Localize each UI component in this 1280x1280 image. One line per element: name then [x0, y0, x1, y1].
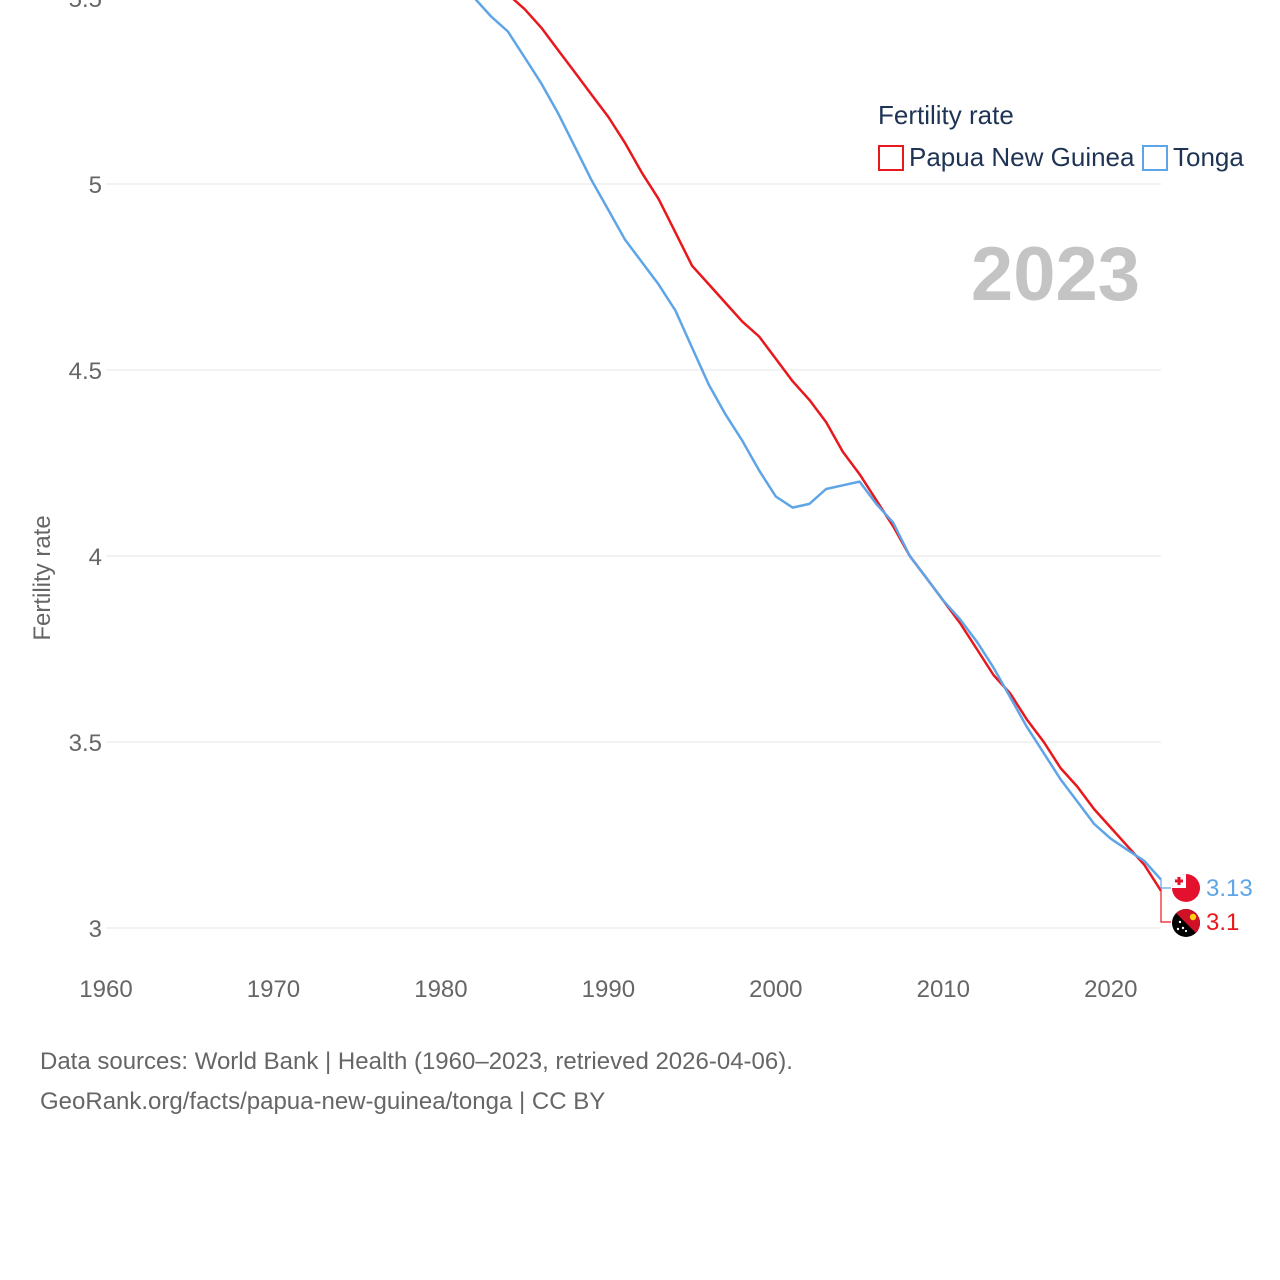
series-line-papua-new-guinea[interactable]: [106, 0, 1163, 892]
legend-item-papua-new-guinea[interactable]: Papua New Guinea: [878, 142, 1135, 172]
y-axis-ticks: 33.544.555.566.5: [69, 0, 102, 943]
y-tick-label: 3: [89, 916, 102, 943]
y-tick-label: 4.5: [69, 358, 102, 385]
y-axis-title: Fertility rate: [29, 515, 56, 640]
legend-item-tonga[interactable]: Tonga: [1142, 142, 1244, 172]
x-tick-label: 1970: [247, 976, 300, 1003]
legend-swatch-tonga: [1142, 145, 1168, 171]
gridlines: [106, 183, 1161, 929]
x-tick-label: 2010: [917, 976, 970, 1003]
legend-swatch-papua-new-guinea: [878, 145, 904, 171]
x-tick-label: 2000: [749, 976, 802, 1003]
x-tick-label: 1980: [414, 976, 467, 1003]
series-lines: [106, 0, 1163, 892]
source-link[interactable]: GeoRank.org/facts/papua-new-guinea/tonga…: [40, 1088, 606, 1115]
legend-title: Fertility rate: [878, 100, 1014, 130]
end-label-tonga: 3.13: [1206, 875, 1253, 902]
tonga-flag-icon: [1172, 874, 1200, 902]
x-axis-ticks: 1960 1970 1980 1990 2000 2010 2020: [79, 976, 1137, 1003]
series-line-tonga[interactable]: [106, 0, 1162, 881]
legend: Fertility rate Papua New Guinea Tonga: [878, 100, 1244, 172]
data-sources-text: Data sources: World Bank | Health (1960–…: [40, 1048, 793, 1075]
y-tick-label: 3.5: [69, 730, 102, 757]
end-labels: 3.1 3.13: [1160, 875, 1253, 936]
y-tick-label: 5: [89, 172, 102, 199]
x-tick-label: 1990: [582, 976, 635, 1003]
end-connector: [1160, 890, 1171, 923]
x-tick-label: 1960: [79, 976, 132, 1003]
end-connector: [1160, 879, 1171, 889]
x-tick-label: 2020: [1084, 976, 1137, 1003]
y-tick-label: 5.5: [69, 0, 102, 13]
legend-label-papua-new-guinea: Papua New Guinea: [909, 142, 1135, 172]
footer: Data sources: World Bank | Health (1960–…: [40, 1042, 793, 1122]
legend-label-tonga: Tonga: [1173, 142, 1244, 172]
papua-new-guinea-flag-icon: [1172, 909, 1200, 937]
y-tick-label: 4: [89, 544, 102, 571]
year-label: 2023: [971, 232, 1140, 317]
end-label-papua-new-guinea: 3.1: [1206, 909, 1239, 936]
